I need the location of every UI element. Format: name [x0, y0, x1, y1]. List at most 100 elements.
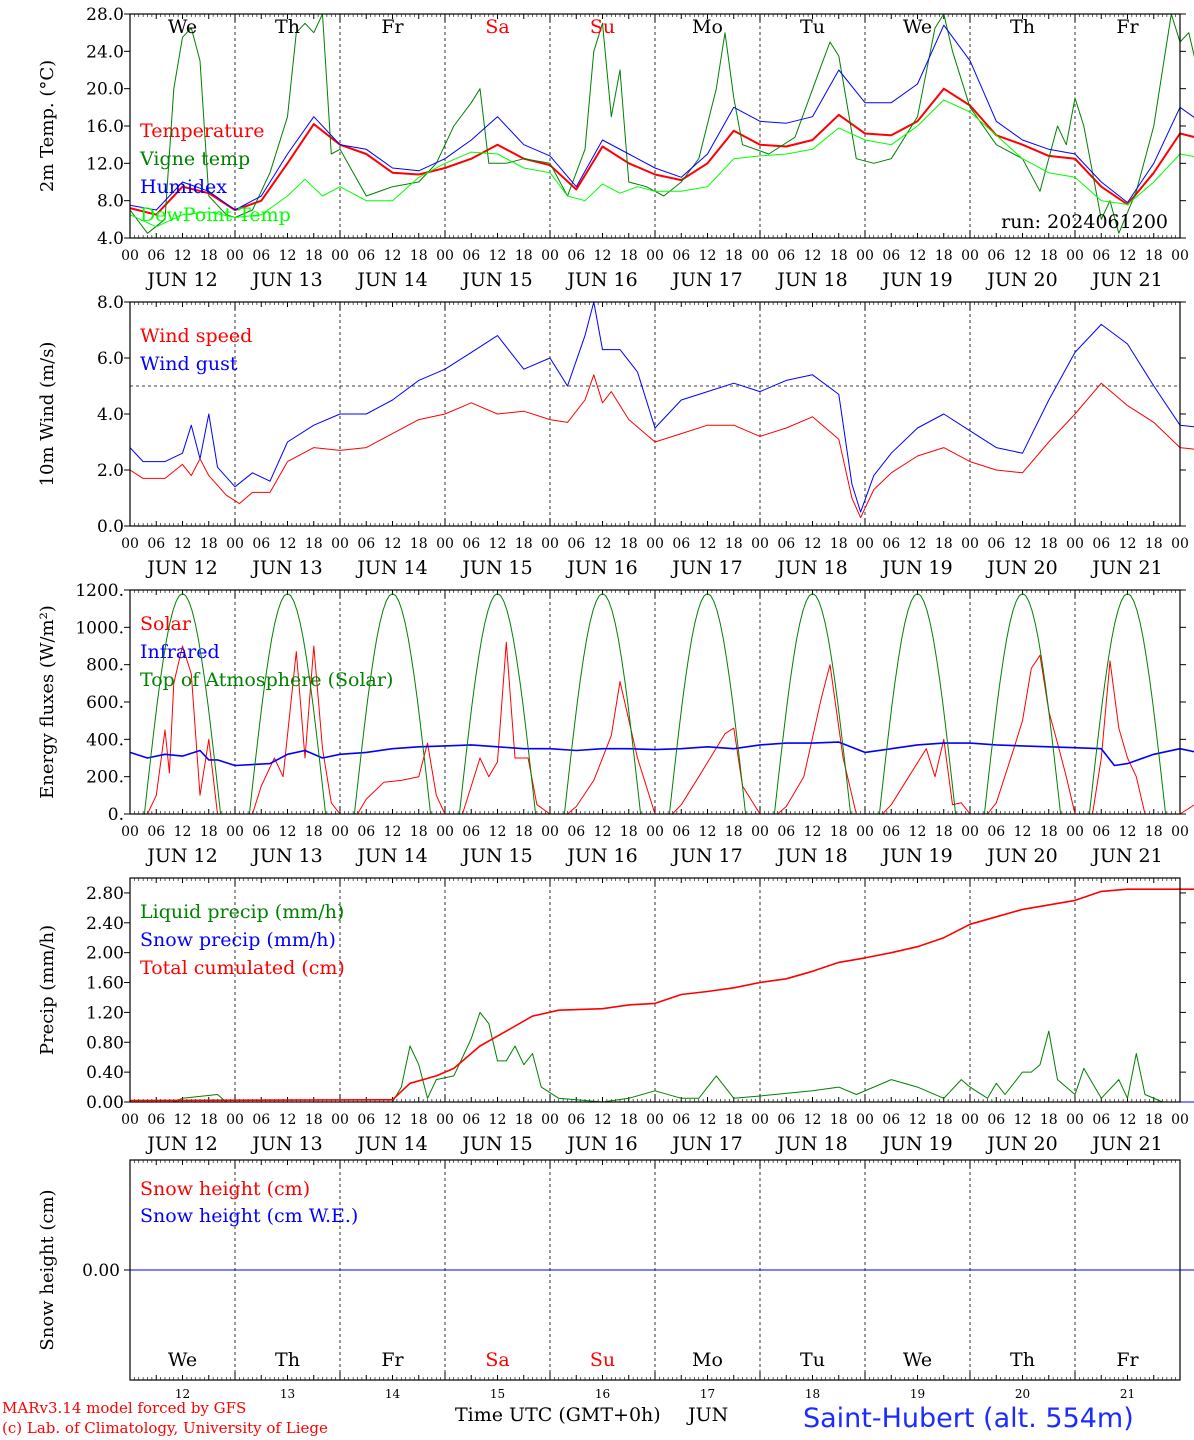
date-label: JUN 20	[985, 557, 1057, 579]
x-tick-label: 00	[751, 824, 769, 840]
date-label: JUN 17	[670, 1133, 742, 1155]
x-tick-label: 06	[357, 824, 375, 840]
x-tick-label: 18	[1040, 248, 1058, 264]
x-tick-label: 18	[410, 248, 428, 264]
date-label: JUN 14	[355, 845, 427, 867]
weekday-label: Su	[590, 1349, 615, 1371]
series-line-total-cumulated-cm-	[129, 888, 1194, 1102]
series-line-liquid-precip-mm-h-	[130, 1011, 1194, 1103]
legend-entry: Snow height (cm)	[140, 1178, 310, 1200]
weekday-label: Th	[1010, 1349, 1035, 1371]
y-tick-label: 2.40	[86, 914, 124, 934]
y-tick-label: 28.0	[86, 5, 124, 25]
x-tick-label: 18	[935, 536, 953, 552]
x-tick-label: 18	[1145, 248, 1163, 264]
x-tick-label: 12	[804, 824, 822, 840]
x-tick-label: 00	[751, 1112, 769, 1128]
x-tick-label: 00	[541, 536, 559, 552]
x-tick-label: 06	[672, 248, 690, 264]
x-tick-label: 12	[909, 536, 927, 552]
y-tick-label: 0.40	[86, 1063, 124, 1083]
x-tick-label: 18	[515, 536, 533, 552]
x-tick-label: 18	[935, 824, 953, 840]
x-tick-label: 12	[489, 1112, 507, 1128]
legend-entry: Temperature	[140, 120, 264, 142]
weekday-label: Su	[590, 16, 615, 38]
date-label: JUN 13	[250, 845, 322, 867]
x-tick-label: 18	[725, 248, 743, 264]
x-tick-label: 12	[384, 248, 402, 264]
date-label: JUN 17	[670, 845, 742, 867]
x-tick-label: 00	[1066, 824, 1084, 840]
y-tick-label: 0.00	[86, 1093, 124, 1113]
date-label: JUN 16	[565, 557, 637, 579]
day-number-label: 16	[595, 1387, 610, 1401]
x-tick-label: 06	[357, 536, 375, 552]
x-tick-label: 12	[1119, 536, 1137, 552]
x-tick-label: 12	[279, 536, 297, 552]
y-tick-label: 0.00	[82, 1261, 120, 1281]
plot-frame	[129, 877, 1181, 1103]
day-number-label: 17	[700, 1387, 715, 1401]
x-tick-label: 12	[1119, 824, 1137, 840]
weekday-label: Fr	[1116, 16, 1139, 38]
x-tick-label: 06	[777, 824, 795, 840]
series-line-wind-gust	[129, 301, 1194, 513]
y-tick-label: 1.20	[86, 1003, 124, 1023]
x-tick-label: 12	[594, 1112, 612, 1128]
x-tick-label: 00	[436, 1112, 454, 1128]
x-tick-label: 18	[1040, 824, 1058, 840]
date-label: JUN 18	[775, 557, 847, 579]
date-label: JUN 20	[985, 269, 1057, 291]
x-tick-label: 12	[804, 536, 822, 552]
x-tick-label: 06	[777, 248, 795, 264]
legend-entry: Wind speed	[140, 325, 252, 347]
weekday-label: Fr	[381, 16, 404, 38]
x-tick-label: 18	[830, 1112, 848, 1128]
y-tick-label: 4.0	[97, 405, 124, 425]
x-tick-label: 18	[305, 248, 323, 264]
x-tick-label: 12	[1014, 536, 1032, 552]
x-tick-label: 00	[331, 248, 349, 264]
x-tick-label: 18	[725, 824, 743, 840]
day-number-label: 13	[280, 1387, 295, 1401]
weekday-label: We	[903, 16, 932, 38]
x-tick-label: 00	[121, 248, 139, 264]
x-tick-label: 06	[462, 248, 480, 264]
x-tick-label: 12	[1014, 248, 1032, 264]
x-tick-label: 00	[856, 248, 874, 264]
x-tick-label: 00	[436, 824, 454, 840]
x-tick-label: 00	[1066, 248, 1084, 264]
x-tick-label: 00	[856, 536, 874, 552]
x-tick-label: 00	[1066, 536, 1084, 552]
x-tick-label: 18	[1145, 824, 1163, 840]
day-number-label: 19	[910, 1387, 925, 1401]
legend-entry: Solar	[140, 613, 192, 635]
date-label: JUN 14	[355, 557, 427, 579]
y-tick-label: 600.	[86, 693, 124, 713]
x-tick-label: 00	[226, 1112, 244, 1128]
x-tick-label: 18	[620, 536, 638, 552]
x-tick-label: 06	[462, 536, 480, 552]
x-tick-label: 12	[489, 536, 507, 552]
x-tick-label: 18	[1145, 536, 1163, 552]
date-label: JUN 12	[145, 1133, 217, 1155]
run-label: run: 2024061200	[1001, 211, 1168, 233]
x-tick-label: 12	[489, 824, 507, 840]
series-line-humidex	[129, 24, 1194, 211]
x-tick-label: 12	[909, 1112, 927, 1128]
x-tick-label: 12	[174, 1112, 192, 1128]
x-tick-label: 18	[200, 824, 218, 840]
x-tick-label: 18	[515, 248, 533, 264]
legend-entry: Liquid precip (mm/h)	[140, 901, 344, 923]
x-tick-label: 06	[987, 1112, 1005, 1128]
x-tick-label: 06	[987, 536, 1005, 552]
date-label: JUN 12	[145, 557, 217, 579]
x-tick-label: 18	[410, 1112, 428, 1128]
date-label: JUN 13	[250, 269, 322, 291]
x-tick-label: 12	[279, 824, 297, 840]
x-tick-label: 06	[777, 536, 795, 552]
x-tick-label: 12	[1014, 824, 1032, 840]
x-tick-label: 06	[882, 248, 900, 264]
date-label: JUN 18	[775, 1133, 847, 1155]
